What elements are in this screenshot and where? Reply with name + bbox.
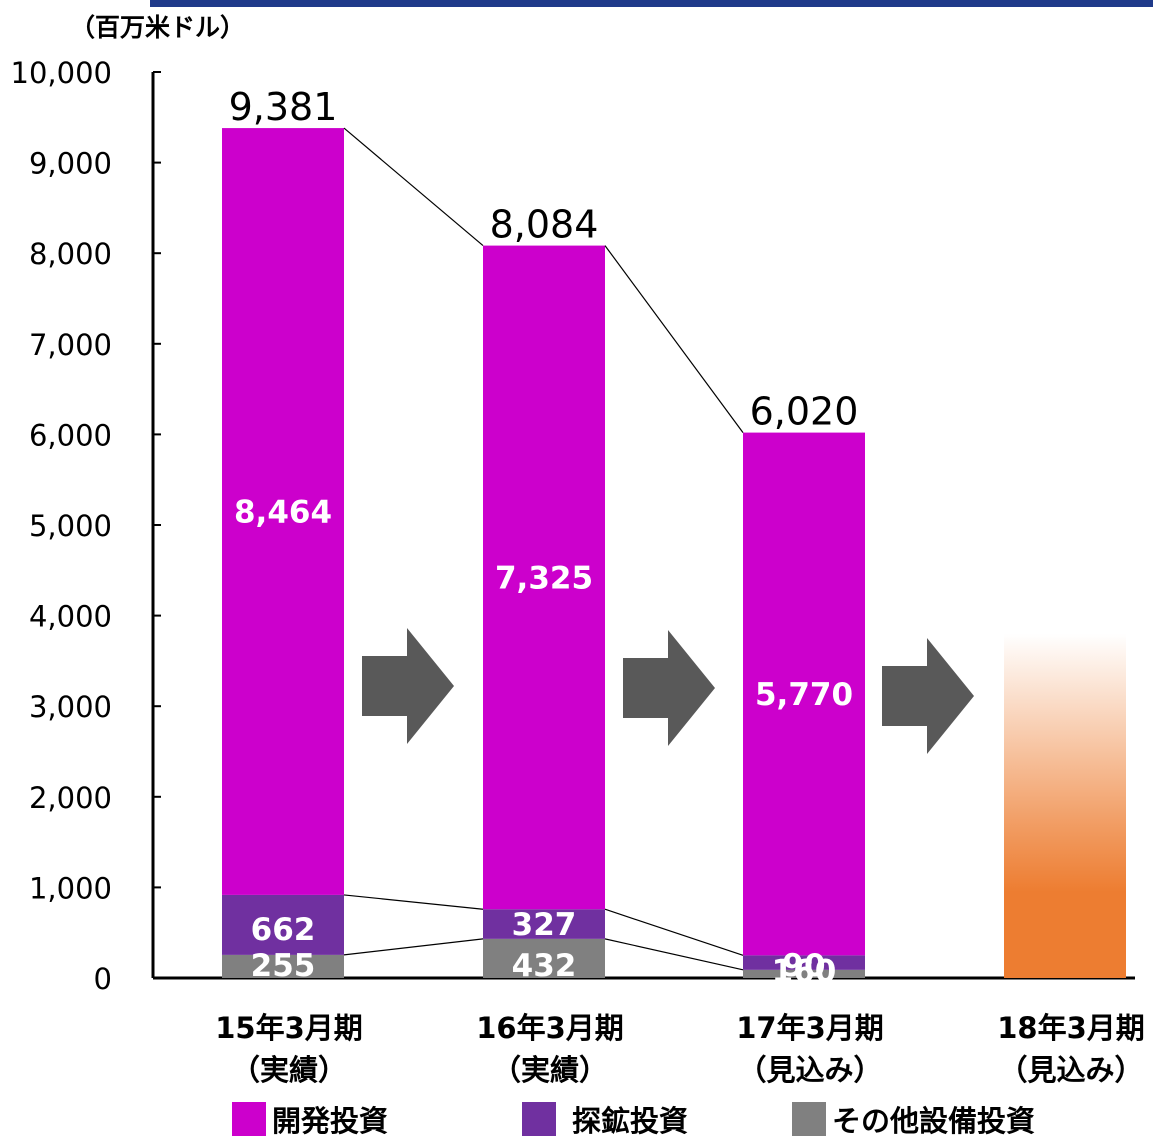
connector-line	[343, 894, 484, 910]
segment-value-label: 7,325	[495, 560, 593, 596]
y-tick-label: 10,000	[11, 56, 112, 90]
bar-segment	[222, 894, 344, 955]
progress-arrows	[362, 628, 974, 754]
bar-segment	[743, 955, 865, 970]
legend-label-exploration: 探鉱投資	[572, 1104, 689, 1138]
legend-label-development: 開発投資	[272, 1104, 389, 1138]
connector-line	[604, 908, 744, 956]
bar-segment	[743, 969, 865, 978]
y-tick-label: 4,000	[29, 600, 112, 634]
legend-item-exploration: 探鉱投資	[522, 1098, 688, 1140]
bar-segment	[483, 909, 605, 939]
forecast-bar	[1004, 633, 1126, 978]
total-value-label: 6,020	[750, 390, 859, 434]
category-label-line2: （見込み）	[998, 1053, 1143, 1087]
arrow-right-icon	[882, 638, 974, 754]
legend-swatch-other-capex	[792, 1102, 826, 1136]
connector-lines	[343, 127, 744, 971]
bar-segment	[222, 954, 344, 978]
top-rule	[150, 0, 1153, 7]
legend-label-other-capex: その他設備投資	[832, 1104, 1036, 1138]
y-tick-label: 9,000	[29, 147, 112, 181]
arrow-right-icon	[623, 630, 715, 746]
y-tick-label: 1,000	[29, 871, 112, 905]
connector-line	[343, 938, 484, 956]
y-tick-label: 2,000	[29, 781, 112, 815]
legend: 開発投資 探鉱投資 その他設備投資	[0, 1098, 1153, 1144]
investment-bar-chart: （百万米ドル） 0 1,000 2,000 3,000 4,000 5,000 6,000 7…	[11, 13, 1145, 1087]
segment-value-label: 662	[251, 912, 316, 948]
category-label-line1: 17年3月期	[736, 1011, 884, 1045]
segment-value-label: 327	[512, 907, 577, 943]
y-tick-label: 5,000	[29, 509, 112, 543]
connector-line	[604, 938, 744, 971]
bars	[222, 128, 1126, 978]
bar-segment	[483, 938, 605, 978]
y-tick-label: 7,000	[29, 328, 112, 362]
y-tick-label: 8,000	[29, 237, 112, 271]
bar-segment	[222, 128, 344, 895]
total-value-label: 9,381	[229, 85, 338, 129]
legend-swatch-development	[232, 1102, 266, 1136]
category-labels: 15年3月期 （実績） 16年3月期 （実績） 17年3月期 （見込み） 18年3月期 （見込…	[215, 1011, 1145, 1087]
y-axis: 0 1,000 2,000 3,000 4,000 5,000 6,000 7,000 8,00…	[11, 56, 1135, 996]
connector-line	[604, 245, 744, 433]
y-tick-label: 3,000	[29, 690, 112, 724]
legend-swatch-exploration	[522, 1102, 556, 1136]
unit-label: （百万米ドル）	[70, 13, 245, 42]
category-label-line1: 16年3月期	[476, 1011, 624, 1045]
legend-item-other-capex: その他設備投資	[792, 1098, 1035, 1140]
segment-value-label: 5,770	[755, 677, 853, 713]
bar-segment	[743, 432, 865, 956]
category-label-line2: （見込み）	[737, 1053, 882, 1087]
segment-value-label: 255	[251, 948, 316, 984]
segment-value-label: 432	[512, 948, 577, 984]
y-tick-label: 0	[94, 962, 112, 996]
category-label-line2: （実績）	[231, 1053, 347, 1087]
segment-value-label: 90	[782, 948, 825, 984]
y-tick-label: 6,000	[29, 418, 112, 452]
category-label-line1: 18年3月期	[997, 1011, 1145, 1045]
category-label-line2: （実績）	[492, 1053, 608, 1087]
connector-line	[343, 127, 484, 247]
legend-item-development: 開発投資	[232, 1098, 388, 1140]
segment-value-label: 8,464	[234, 495, 332, 531]
category-label-line1: 15年3月期	[215, 1011, 363, 1045]
total-value-label: 8,084	[490, 203, 599, 247]
arrow-right-icon	[362, 628, 454, 744]
segment-value-label: 160	[772, 953, 837, 989]
bar-segment	[483, 245, 605, 910]
